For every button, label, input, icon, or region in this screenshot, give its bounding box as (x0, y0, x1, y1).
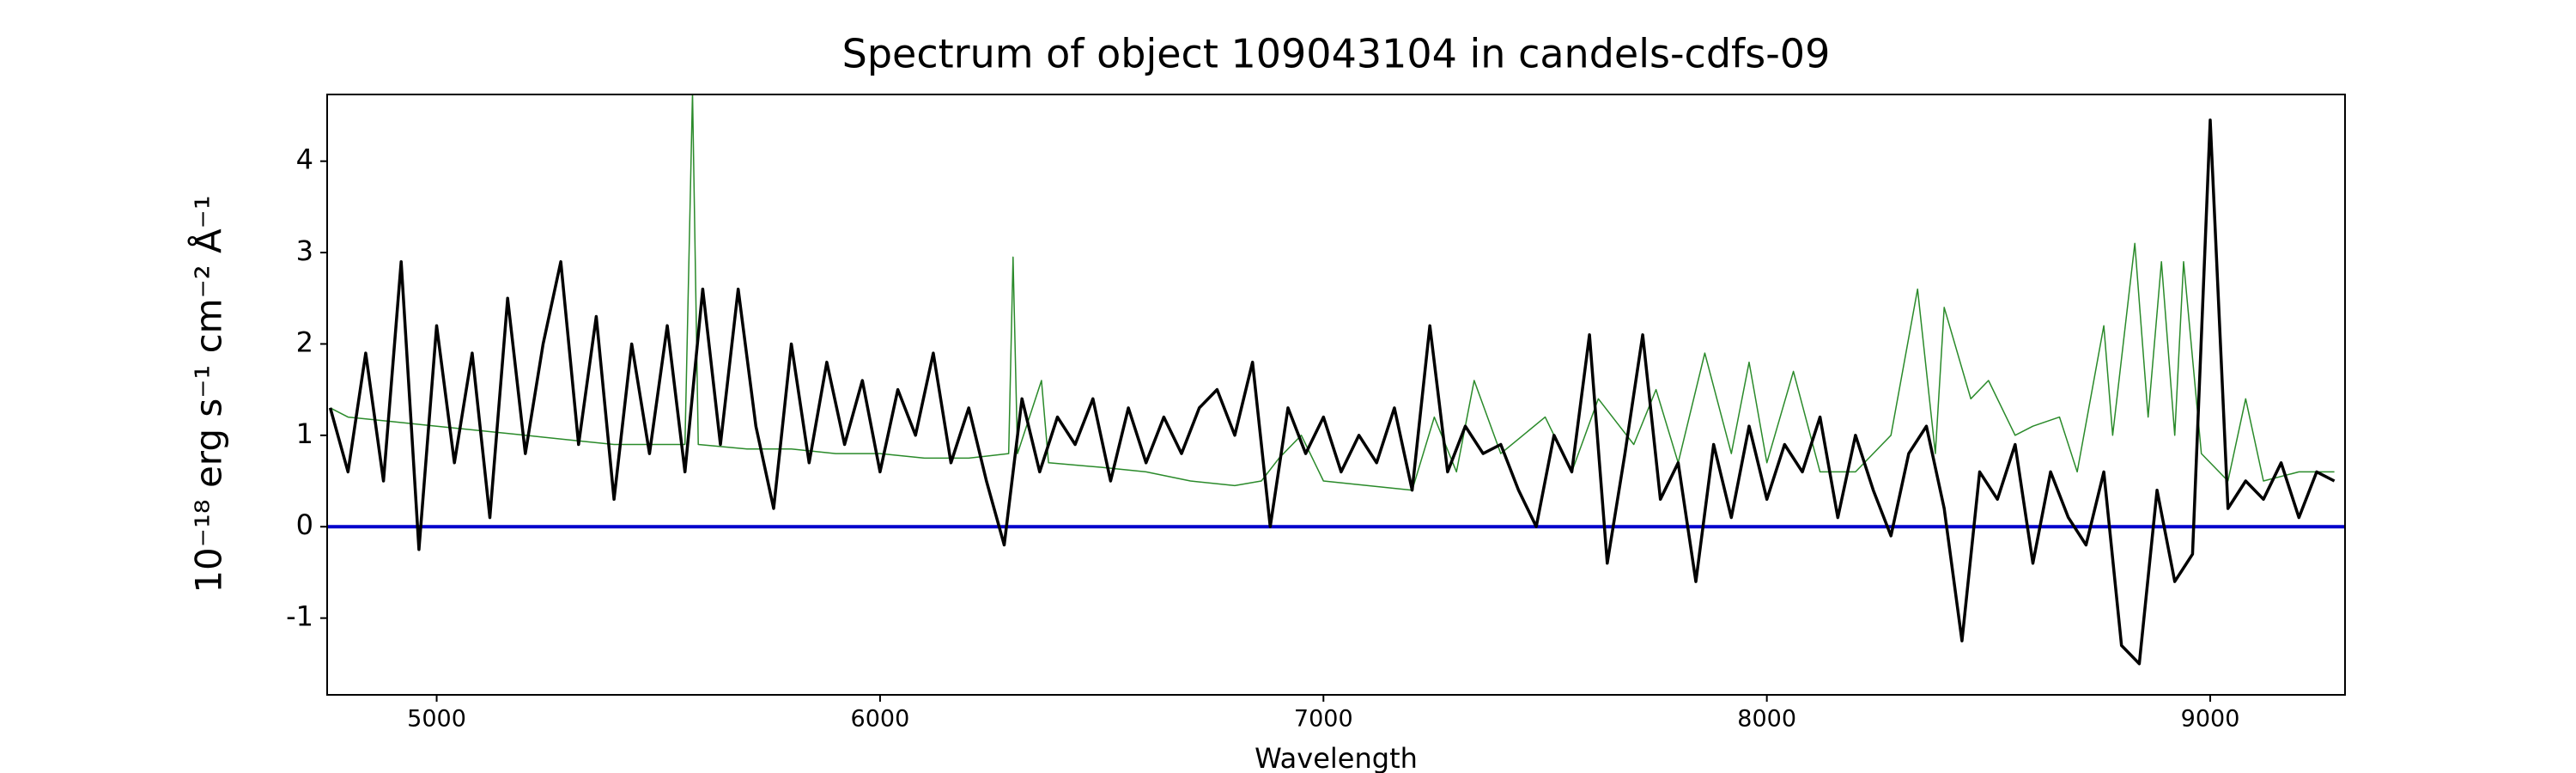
spectrum-line (328, 119, 2336, 666)
x-tick-label: 8000 (1737, 706, 1796, 733)
chart-title: Spectrum of object 109043104 in candels-… (842, 31, 1831, 77)
y-axis-label: 10⁻¹⁸ erg s⁻¹ cm⁻² Å⁻¹ (187, 195, 230, 593)
y-tick-label: 1 (296, 417, 313, 450)
x-tick-label: 7000 (1294, 706, 1353, 733)
x-axis-label: Wavelength (1255, 742, 1418, 773)
x-tick-label: 6000 (851, 706, 910, 733)
y-tick-label: -1 (286, 600, 313, 633)
plot-frame (326, 94, 2346, 696)
y-tick-label: 3 (296, 234, 313, 267)
x-tick-label: 5000 (407, 706, 466, 733)
y-tick-label: 0 (296, 508, 313, 541)
y-tick-label: 4 (296, 143, 313, 176)
y-tick-label: 2 (296, 326, 313, 358)
spectrum-line (330, 94, 2335, 491)
x-tick-label: 9000 (2181, 706, 2240, 733)
